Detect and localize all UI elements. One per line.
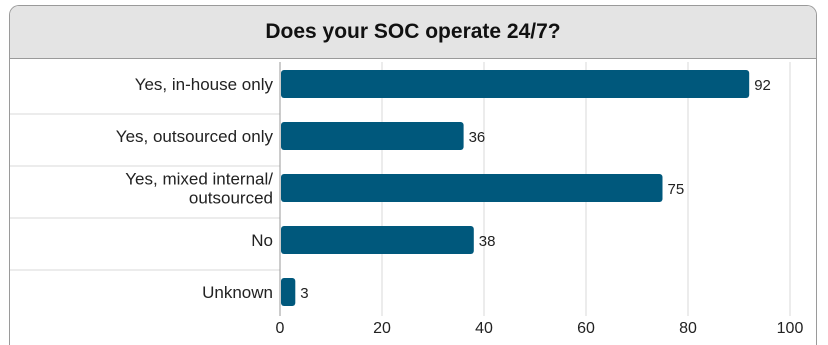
category-label-line: outsourced: [189, 189, 273, 208]
chart-frame: Does your SOC operate 24/7?: [9, 5, 817, 345]
x-tick-label: 20: [373, 320, 391, 337]
category-label: Yes, outsourced only: [116, 127, 274, 146]
category-label: Yes, in-house only: [135, 75, 274, 94]
bar-value-label: 36: [469, 129, 486, 146]
x-tick-label: 80: [679, 320, 697, 337]
x-tick-label: 100: [777, 320, 804, 337]
x-tick-label: 60: [577, 320, 595, 337]
chart-header: Does your SOC operate 24/7?: [10, 6, 816, 59]
bar-value-label: 38: [479, 233, 496, 250]
bar: [281, 278, 296, 306]
chart-title: Does your SOC operate 24/7?: [265, 20, 561, 43]
x-tick-label: 0: [276, 320, 285, 337]
bar-value-label: 75: [668, 181, 685, 198]
bar-value-label: 92: [754, 77, 771, 94]
category-label: No: [251, 231, 273, 250]
bar: [281, 174, 663, 202]
category-label-line: Yes, mixed internal/: [125, 170, 273, 189]
bar: [281, 70, 750, 98]
bar-value-label: 3: [300, 285, 308, 302]
x-tick-label: 40: [475, 320, 493, 337]
bar: [281, 226, 474, 254]
category-label-line: No: [251, 231, 273, 250]
category-label: Unknown: [202, 283, 273, 302]
category-label: Yes, mixed internal/outsourced: [125, 170, 273, 208]
bar: [281, 122, 464, 150]
category-label-line: Yes, in-house only: [135, 75, 274, 94]
category-label-line: Yes, outsourced only: [116, 127, 274, 146]
category-label-line: Unknown: [202, 283, 273, 302]
